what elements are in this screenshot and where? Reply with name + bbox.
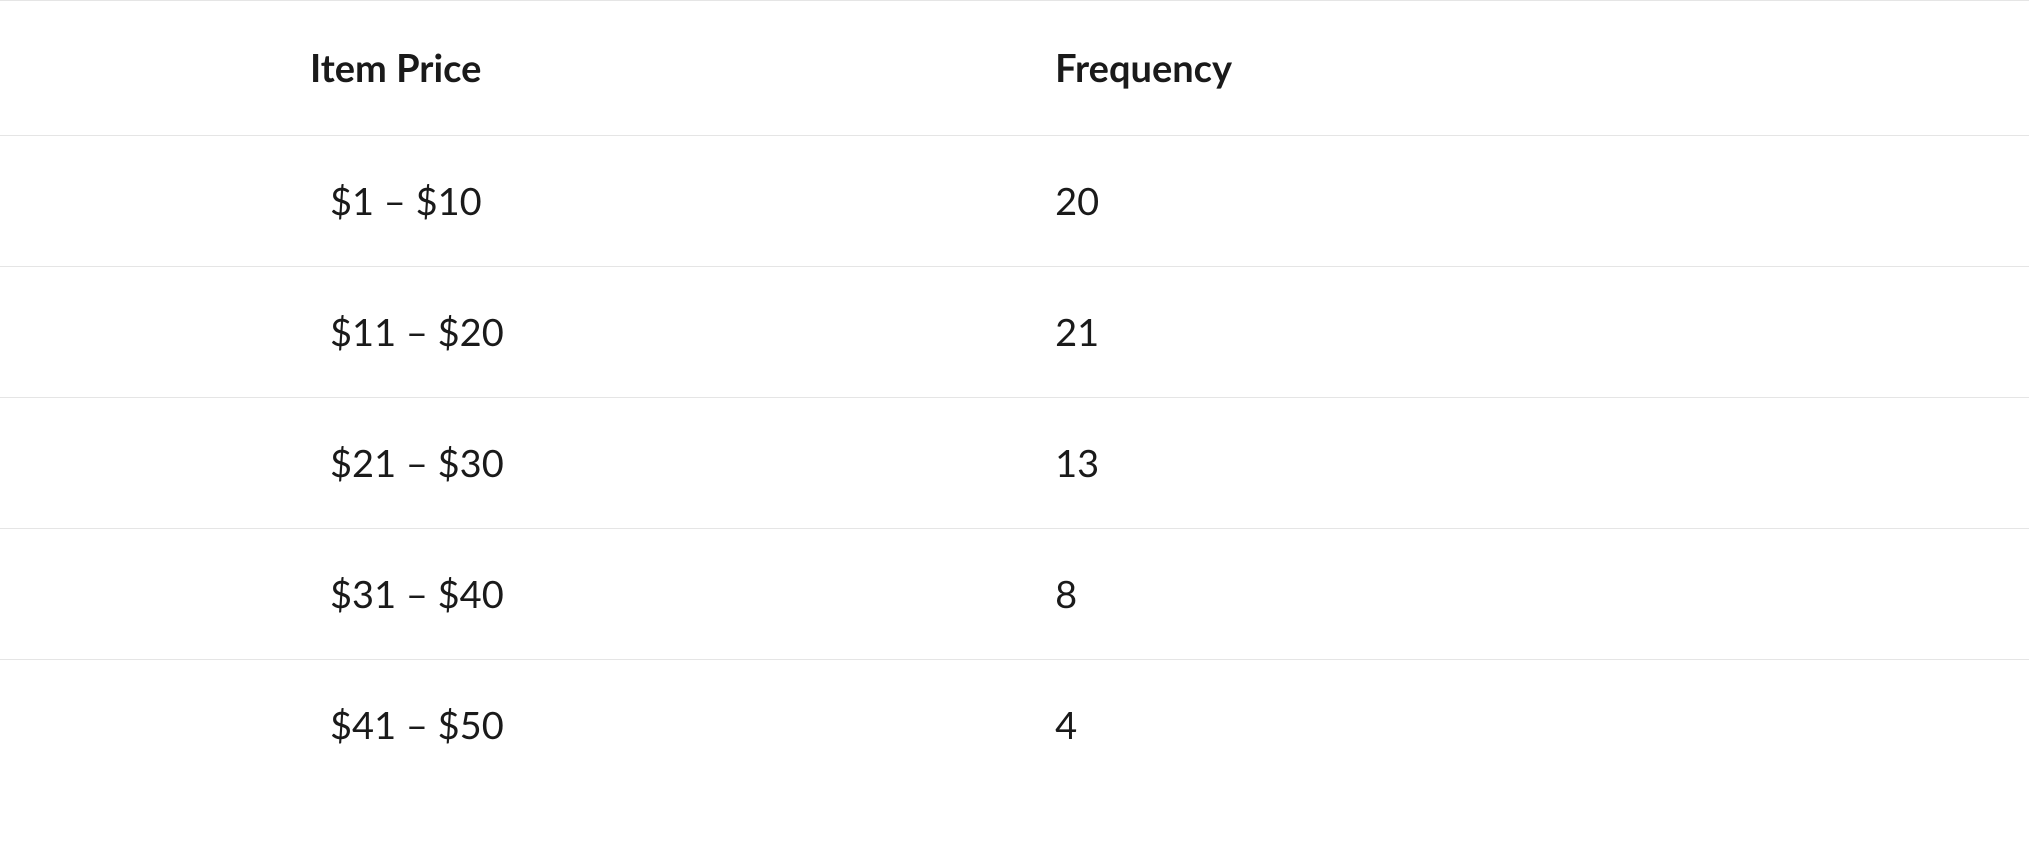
column-header-item-price: Item Price: [0, 1, 1055, 136]
column-header-frequency: Frequency: [1055, 1, 2029, 136]
cell-price: $21 – $30: [0, 398, 1055, 529]
table-row: $31 – $40 8: [0, 529, 2029, 660]
cell-frequency: 13: [1055, 398, 2029, 529]
cell-frequency: 21: [1055, 267, 2029, 398]
cell-price: $41 – $50: [0, 660, 1055, 791]
frequency-table: Item Price Frequency $1 – $10 20 $11 – $…: [0, 0, 2029, 790]
cell-price: $11 – $20: [0, 267, 1055, 398]
table-row: $21 – $30 13: [0, 398, 2029, 529]
table-header-row: Item Price Frequency: [0, 1, 2029, 136]
table-row: $41 – $50 4: [0, 660, 2029, 791]
cell-frequency: 8: [1055, 529, 2029, 660]
table-row: $1 – $10 20: [0, 136, 2029, 267]
cell-frequency: 4: [1055, 660, 2029, 791]
cell-frequency: 20: [1055, 136, 2029, 267]
table-row: $11 – $20 21: [0, 267, 2029, 398]
cell-price: $1 – $10: [0, 136, 1055, 267]
cell-price: $31 – $40: [0, 529, 1055, 660]
